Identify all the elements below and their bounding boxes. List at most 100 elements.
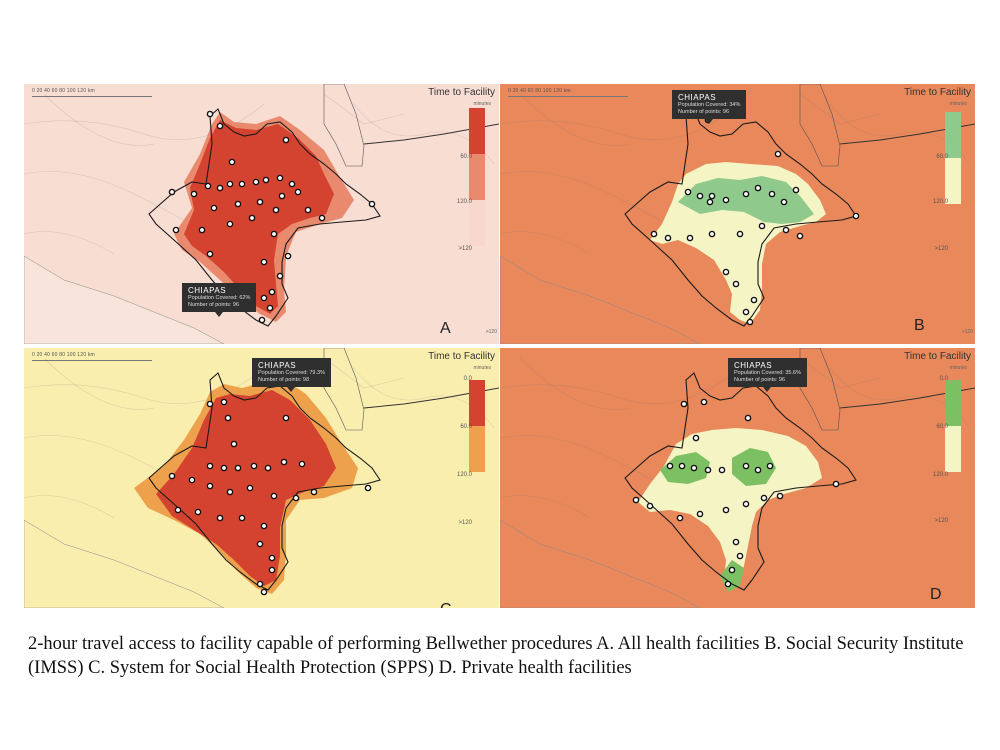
facility-point	[210, 204, 218, 212]
facility-point	[206, 250, 214, 258]
figure-caption: 2-hour travel access to facility capable…	[28, 634, 964, 678]
facility-point	[676, 514, 684, 522]
facility-point	[692, 434, 700, 442]
legend-tick-120: 120.0	[456, 472, 472, 478]
scale-bar: 0 20 40 60 80 100 120 km	[508, 88, 628, 100]
facility-point	[768, 190, 776, 198]
panel-label-a: A	[440, 320, 451, 337]
facility-point	[278, 192, 286, 200]
facility-point	[792, 186, 800, 194]
facility-point	[728, 566, 736, 574]
facility-point	[250, 462, 258, 470]
facility-point	[256, 540, 264, 548]
tooltip-title: CHIAPAS	[188, 286, 227, 295]
panel-label-d: D	[930, 586, 942, 603]
facility-point	[754, 466, 762, 474]
tooltip-title: CHIAPAS	[734, 361, 773, 370]
facility-point	[260, 588, 268, 596]
legend-title: Time to Facility	[428, 351, 495, 362]
facility-point	[228, 158, 236, 166]
facility-point	[732, 538, 740, 546]
travel-time-zone-0-60	[660, 448, 776, 592]
legend-tick-60: 60.0	[460, 154, 472, 160]
map-canvas-c[interactable]	[24, 348, 499, 608]
map-panel-c[interactable]: 0 20 40 60 80 100 120 km Time to Facilit…	[24, 348, 499, 608]
coast-region	[500, 519, 701, 608]
facility-point	[262, 176, 270, 184]
facility-point	[220, 398, 228, 406]
facility-point	[736, 230, 744, 238]
legend-segment-low	[469, 108, 485, 154]
facility-point	[746, 318, 754, 326]
facility-point	[704, 466, 712, 474]
facility-point	[684, 188, 692, 196]
legend-tick-over-120: >120	[934, 246, 948, 252]
road	[24, 231, 115, 255]
map-panel-b[interactable]: 0 20 40 60 80 100 120 km Time to Facilit…	[500, 84, 975, 344]
map-canvas-a[interactable]	[24, 84, 499, 344]
legend-tick-over-120: >120	[934, 518, 948, 524]
facility-point	[742, 462, 750, 470]
tooltip-number-of-points: Number of points: 96	[734, 377, 786, 383]
legend-color-bar	[945, 112, 961, 250]
facility-point	[234, 464, 242, 472]
coast-region	[500, 255, 701, 344]
map-panel-a[interactable]: 0 20 40 60 80 100 120 km Time to Facilit…	[24, 84, 499, 344]
facility-point	[706, 198, 714, 206]
road	[500, 495, 591, 519]
facility-point	[696, 192, 704, 200]
legend-title: Time to Facility	[428, 87, 495, 98]
facility-point	[204, 182, 212, 190]
state-boundary-chiapas	[148, 372, 381, 591]
legend-segment-mid	[469, 154, 485, 200]
facility-point	[852, 212, 860, 220]
coast-region	[24, 255, 225, 344]
legend-segment-high	[945, 472, 961, 518]
tooltip-title: CHIAPAS	[678, 93, 717, 102]
facility-point	[742, 190, 750, 198]
facility-point	[708, 192, 716, 200]
facility-point	[194, 508, 202, 516]
facility-point	[678, 462, 686, 470]
facility-point	[364, 484, 372, 492]
region-tooltip: CHIAPAS Population Covered: 62% Number o…	[182, 283, 257, 317]
facility-point	[270, 230, 278, 238]
legend-tick-over-120: >120	[458, 520, 472, 526]
facility-point	[276, 272, 284, 280]
facility-point	[722, 506, 730, 514]
facility-point	[168, 472, 176, 480]
tooltip-number-of-points: Number of points: 98	[258, 377, 310, 383]
legend-tick-over-120: >120	[458, 246, 472, 252]
facility-point	[238, 180, 246, 188]
facility-point	[718, 466, 726, 474]
facility-point	[368, 200, 376, 208]
facility-point	[264, 464, 272, 472]
facility-point	[742, 308, 750, 316]
facility-point	[632, 496, 640, 504]
facility-point	[736, 552, 744, 560]
facility-point	[742, 500, 750, 508]
legend-segment-high	[945, 204, 961, 250]
legend-title: Time to Facility	[904, 351, 971, 362]
legend-segment-low	[945, 112, 961, 158]
facility-point	[318, 214, 326, 222]
region-tooltip: CHIAPAS Population Covered: 35.6% Number…	[728, 358, 807, 392]
legend-segment-high	[469, 472, 485, 518]
legend-tick-60: 60.0	[460, 424, 472, 430]
road	[24, 495, 115, 519]
road	[519, 357, 631, 410]
facility-point	[174, 506, 182, 514]
map-canvas-d[interactable]	[500, 348, 975, 608]
legend-unit: minutes	[473, 101, 491, 107]
facility-point	[216, 514, 224, 522]
facility-point	[206, 482, 214, 490]
facility-point	[224, 414, 232, 422]
map-canvas-b[interactable]	[500, 84, 975, 344]
map-panel-d[interactable]: Time to Facility minutes 0.0 60.0 120.0 …	[500, 348, 975, 608]
legend-tick-stray: >120	[961, 329, 973, 335]
legend-title: Time to Facility	[904, 87, 971, 98]
facility-point	[732, 280, 740, 288]
facility-point	[782, 226, 790, 234]
facility-point	[744, 414, 752, 422]
facility-point	[284, 252, 292, 260]
